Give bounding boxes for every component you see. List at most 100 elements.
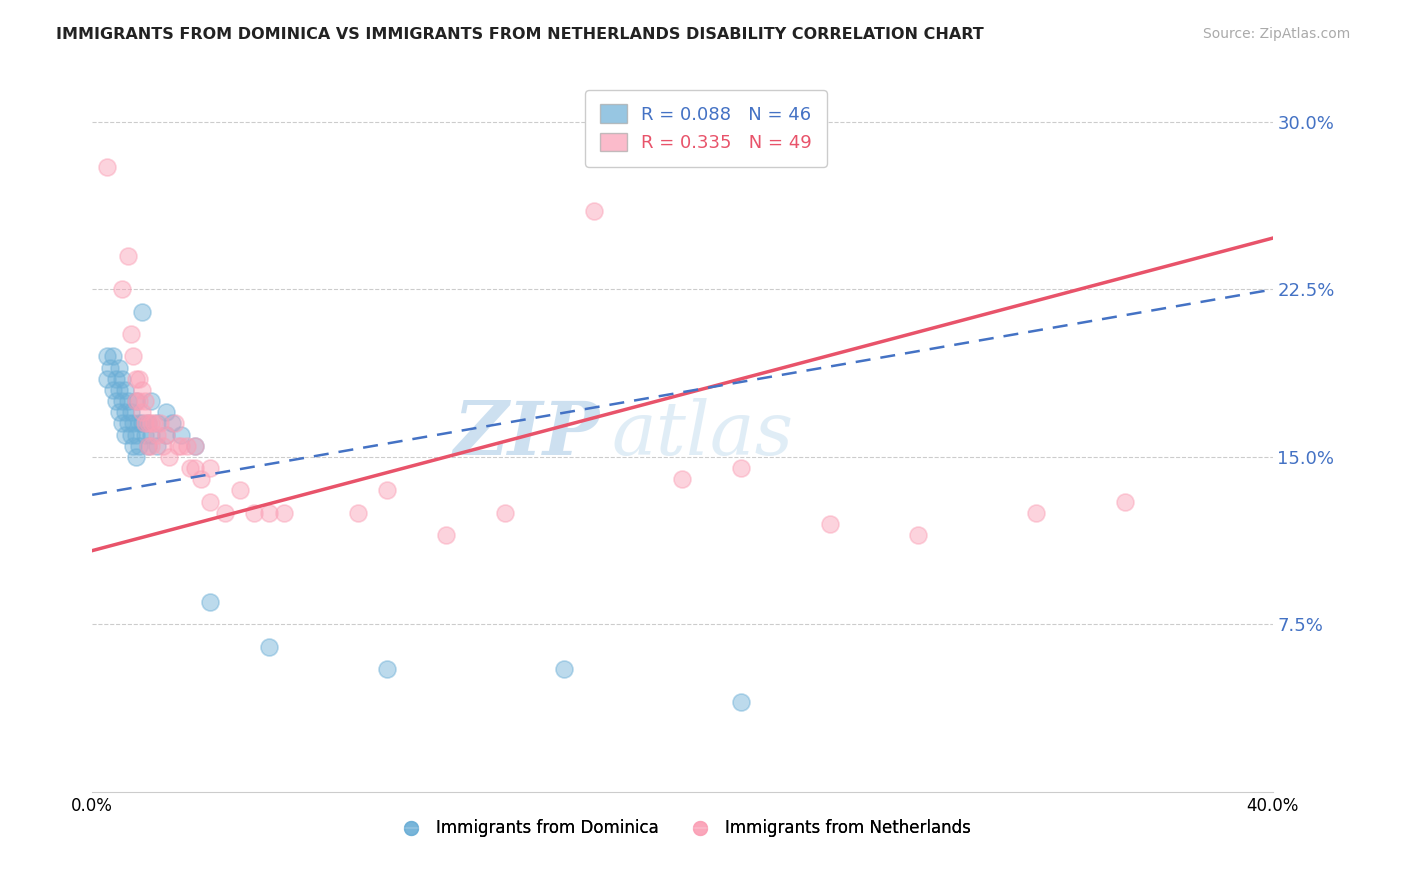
Point bbox=[155, 427, 177, 442]
Point bbox=[107, 405, 129, 419]
Point bbox=[96, 350, 118, 364]
Point bbox=[163, 417, 186, 431]
Point bbox=[141, 417, 163, 431]
Point bbox=[128, 394, 150, 409]
Point bbox=[146, 439, 169, 453]
Point bbox=[200, 595, 222, 609]
Point bbox=[128, 417, 150, 431]
Point bbox=[134, 427, 156, 442]
Point bbox=[125, 427, 148, 442]
Point bbox=[117, 417, 139, 431]
Point bbox=[136, 439, 159, 453]
Point bbox=[190, 472, 212, 486]
Point bbox=[170, 427, 193, 442]
Text: Source: ZipAtlas.com: Source: ZipAtlas.com bbox=[1202, 27, 1350, 41]
Legend: Immigrants from Dominica, Immigrants from Netherlands: Immigrants from Dominica, Immigrants fro… bbox=[387, 813, 977, 844]
Point bbox=[107, 360, 129, 375]
Point bbox=[1114, 494, 1136, 508]
Point bbox=[149, 417, 172, 431]
Point bbox=[152, 439, 174, 453]
Point bbox=[136, 417, 159, 431]
Point bbox=[179, 461, 201, 475]
Point bbox=[120, 327, 142, 342]
Point bbox=[125, 450, 148, 464]
Point bbox=[111, 372, 134, 386]
Point bbox=[98, 360, 121, 375]
Point bbox=[157, 450, 180, 464]
Point bbox=[134, 417, 156, 431]
Point bbox=[214, 506, 236, 520]
Point bbox=[730, 695, 752, 709]
Point bbox=[257, 506, 280, 520]
Point bbox=[128, 372, 150, 386]
Point bbox=[141, 427, 163, 442]
Point bbox=[96, 160, 118, 174]
Point bbox=[117, 394, 139, 409]
Text: IMMIGRANTS FROM DOMINICA VS IMMIGRANTS FROM NETHERLANDS DISABILITY CORRELATION C: IMMIGRANTS FROM DOMINICA VS IMMIGRANTS F… bbox=[56, 27, 984, 42]
Point bbox=[114, 383, 136, 397]
Point bbox=[146, 427, 169, 442]
Point bbox=[273, 506, 295, 520]
Point bbox=[155, 427, 177, 442]
Point bbox=[131, 383, 153, 397]
Point bbox=[184, 439, 207, 453]
Point bbox=[96, 372, 118, 386]
Point bbox=[111, 283, 134, 297]
Point bbox=[131, 305, 153, 319]
Point bbox=[136, 417, 159, 431]
Point bbox=[136, 439, 159, 453]
Point bbox=[117, 249, 139, 263]
Point bbox=[184, 439, 207, 453]
Point bbox=[176, 439, 198, 453]
Point bbox=[114, 405, 136, 419]
Point bbox=[114, 427, 136, 442]
Point bbox=[134, 394, 156, 409]
Point bbox=[143, 417, 166, 431]
Point bbox=[1025, 506, 1047, 520]
Point bbox=[104, 394, 127, 409]
Point bbox=[125, 394, 148, 409]
Point bbox=[671, 472, 693, 486]
Point bbox=[131, 405, 153, 419]
Point bbox=[101, 350, 124, 364]
Point bbox=[818, 516, 841, 531]
Point bbox=[553, 662, 575, 676]
Point bbox=[582, 204, 605, 219]
Point bbox=[907, 528, 929, 542]
Text: ZIP: ZIP bbox=[454, 399, 600, 471]
Point bbox=[122, 350, 145, 364]
Point bbox=[494, 506, 516, 520]
Point bbox=[101, 383, 124, 397]
Point bbox=[257, 640, 280, 654]
Point bbox=[120, 405, 142, 419]
Point bbox=[184, 461, 207, 475]
Point bbox=[375, 483, 398, 498]
Point bbox=[128, 439, 150, 453]
Point bbox=[141, 439, 163, 453]
Point bbox=[375, 662, 398, 676]
Point bbox=[131, 417, 153, 431]
Point bbox=[146, 417, 169, 431]
Point bbox=[228, 483, 250, 498]
Point bbox=[160, 417, 183, 431]
Point bbox=[104, 372, 127, 386]
Point bbox=[125, 394, 148, 409]
Point bbox=[111, 417, 134, 431]
Point bbox=[125, 372, 148, 386]
Point bbox=[730, 461, 752, 475]
Point bbox=[120, 427, 142, 442]
Point bbox=[155, 405, 177, 419]
Point bbox=[122, 439, 145, 453]
Point bbox=[141, 394, 163, 409]
Point bbox=[200, 461, 222, 475]
Point bbox=[166, 439, 188, 453]
Point bbox=[107, 383, 129, 397]
Point bbox=[170, 439, 193, 453]
Text: atlas: atlas bbox=[612, 399, 793, 471]
Point bbox=[111, 394, 134, 409]
Point bbox=[346, 506, 368, 520]
Point bbox=[434, 528, 457, 542]
Point bbox=[243, 506, 266, 520]
Point bbox=[200, 494, 222, 508]
Point bbox=[122, 417, 145, 431]
